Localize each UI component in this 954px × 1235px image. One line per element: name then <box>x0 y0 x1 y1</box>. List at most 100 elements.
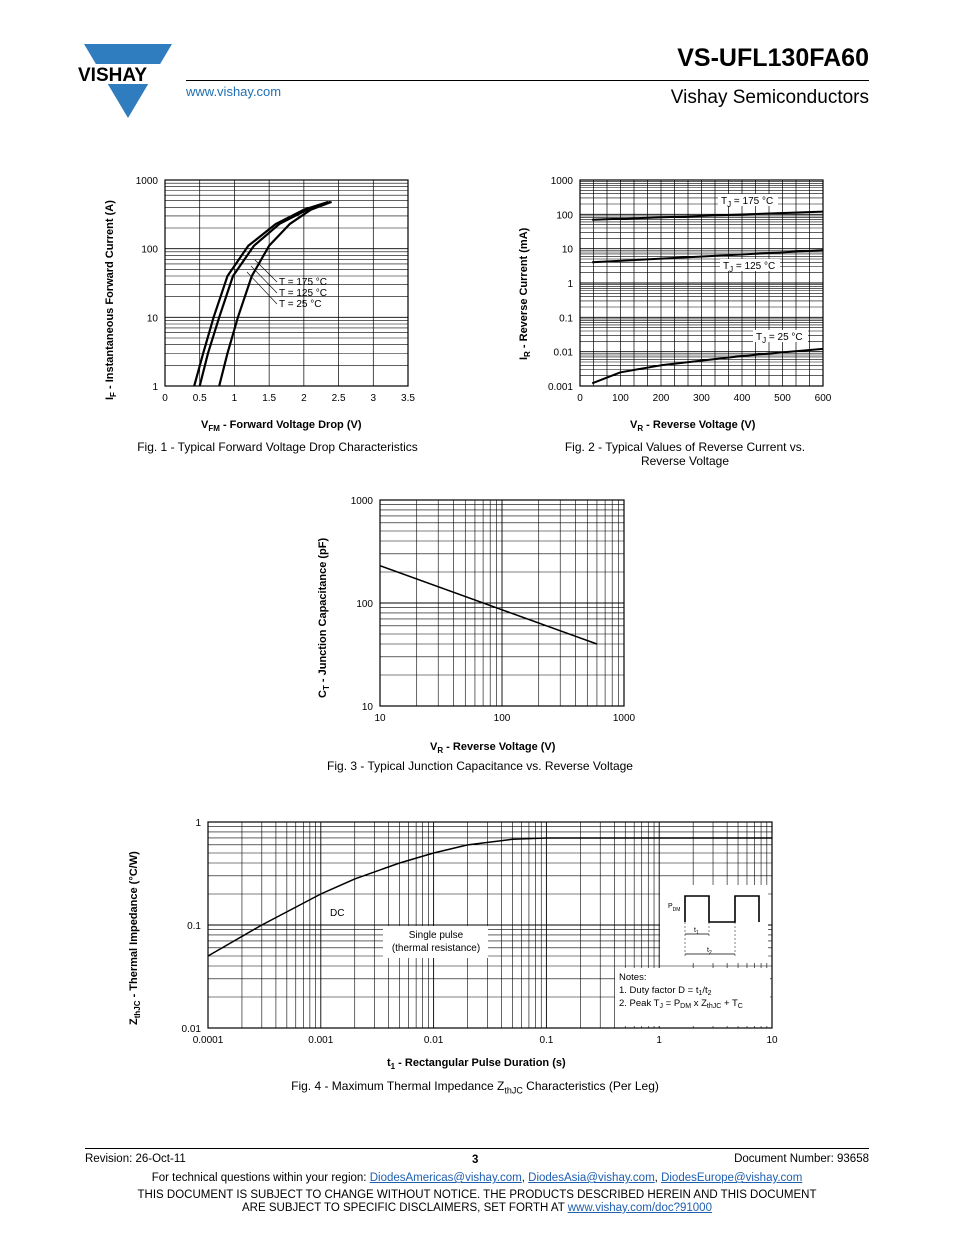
x-tick-label: 300 <box>693 393 710 404</box>
x-tick-label: 500 <box>774 393 791 404</box>
y-tick-label: 10 <box>362 702 374 713</box>
y-tick-label: 100 <box>356 599 373 610</box>
y-tick-label: 1 <box>152 382 158 393</box>
fig4-caption: Fig. 4 - Maximum Thermal Impedance ZthJC… <box>291 1079 659 1096</box>
revision-text: Revision: 26-Oct-11 <box>85 1153 186 1165</box>
y-tick-label: 1 <box>195 818 201 829</box>
y-tick-label: 0.01 <box>554 348 574 359</box>
single-pulse-label: Single pulse <box>409 930 464 941</box>
notes-bg <box>615 968 770 1026</box>
series-line <box>198 200 331 387</box>
legend-entry: T = 125 °C <box>279 288 327 299</box>
t1-label: t1 <box>694 927 699 936</box>
plot-frame <box>164 179 409 387</box>
series-label-125: TJ = 125 °C <box>723 261 775 274</box>
x-tick-label: 0.5 <box>193 393 207 404</box>
x-tick-label: 100 <box>494 713 511 724</box>
y-tick-label: 100 <box>141 245 158 256</box>
website-link[interactable]: www.vishay.com <box>186 84 282 99</box>
x-axis-title: t1 - Rectangular Pulse Duration (s) <box>387 1057 566 1071</box>
x-axis-title: VR - Reverse Voltage (V) <box>430 741 556 755</box>
label-bg <box>753 330 808 342</box>
series-line <box>592 210 824 221</box>
y-axis-title: ZthJC - Thermal Impedance (°C/W) <box>128 851 142 1025</box>
brand-text: VISHAY <box>78 65 147 86</box>
y-tick-label: 10 <box>562 245 574 256</box>
fig3-chart: 10 100 1000 10 100 1000 VR - Reverse Voltage (… <box>317 496 636 755</box>
legend-leader <box>254 259 278 283</box>
dc-label: DC <box>330 908 344 919</box>
x-tick-label: 200 <box>653 393 670 404</box>
x-tick-label: 2.5 <box>332 393 346 404</box>
x-tick-label: 0 <box>162 393 168 404</box>
x-tick-label: 10 <box>374 713 386 724</box>
x-tick-label: 0.1 <box>539 1035 553 1046</box>
disclaimer-link[interactable]: www.vishay.com/doc?91000 <box>567 1202 712 1214</box>
email-americas-link[interactable]: DiodesAmericas@vishay.com <box>369 1172 522 1184</box>
footer-rule <box>85 1148 869 1149</box>
legend-leader <box>246 271 278 305</box>
x-tick-label: 3 <box>371 393 377 404</box>
contact-prefix: For technical questions within your regi… <box>151 1172 367 1184</box>
y-tick-label: 1000 <box>551 176 574 187</box>
x-tick-label: 10 <box>766 1035 778 1046</box>
y-tick-label: 10 <box>147 313 159 324</box>
y-axis-title: CT - Junction Capacitance (pF) <box>317 538 331 698</box>
label-bg <box>720 259 780 271</box>
t2-label: t2 <box>707 947 712 956</box>
y-tick-label: 1000 <box>351 496 374 507</box>
series-line <box>592 249 824 264</box>
y-tick-label: 0.01 <box>182 1024 202 1035</box>
x-tick-label: 3.5 <box>401 393 415 404</box>
fig2-caption: Fig. 2 - Typical Values of Reverse Curre… <box>564 440 806 468</box>
x-tick-label: 400 <box>734 393 751 404</box>
fig2-chart: 0 100 200 300 400 500 600 0.001 0.01 0.1 1 10 100 100… <box>518 176 832 433</box>
notes-title: Notes: <box>619 972 646 983</box>
y-tick-label: 0.1 <box>559 313 573 324</box>
x-axis-title: VR - Reverse Voltage (V) <box>630 419 756 433</box>
x-tick-label: 2 <box>301 393 307 404</box>
disclaimer-text: ARE SUBJECT TO SPECIFIC DISCLAIMERS, SET… <box>242 1202 565 1214</box>
y-tick-label: 0.001 <box>548 382 573 393</box>
fig1-caption: Fig. 1 - Typical Forward Voltage Drop Ch… <box>137 440 418 454</box>
document-number: Document Number: 93658 <box>734 1153 869 1165</box>
pdm-label: PDM <box>668 903 680 913</box>
legend-entry: T = 25 °C <box>279 299 321 310</box>
x-tick-label: 1000 <box>613 713 636 724</box>
x-tick-label: 100 <box>612 393 629 404</box>
label-bg <box>718 194 778 206</box>
plot-frame <box>207 821 773 1029</box>
x-tick-label: 0 <box>577 393 583 404</box>
legend-leader <box>250 265 278 294</box>
plot-frame <box>379 499 625 707</box>
y-tick-label: 100 <box>556 210 573 221</box>
series-line <box>193 200 329 387</box>
note-1: 1. Duty factor D = t1/t2 <box>619 985 712 997</box>
series-line <box>379 564 598 645</box>
x-tick-label: 0.01 <box>424 1035 444 1046</box>
x-tick-label: 0.0001 <box>193 1035 224 1046</box>
single-pulse-label-2: (thermal resistance) <box>392 943 480 954</box>
y-axis-title: IF - Instantaneous Forward Current (A) <box>104 200 118 400</box>
x-tick-label: 1 <box>656 1035 662 1046</box>
pulse-waveform <box>684 895 760 923</box>
contact-line: For technical questions within your regi… <box>151 1172 803 1184</box>
y-tick-label: 0.1 <box>187 921 201 932</box>
legend-entry: T = 175 °C <box>279 277 327 288</box>
disclaimer-line-1: THIS DOCUMENT IS SUBJECT TO CHANGE WITHO… <box>137 1189 817 1201</box>
x-tick-label: 600 <box>815 393 832 404</box>
y-tick-label: 1 <box>567 279 573 290</box>
email-asia-link[interactable]: DiodesAsia@vishay.com <box>528 1172 655 1184</box>
x-tick-label: 0.001 <box>308 1035 333 1046</box>
label-bg <box>383 926 488 958</box>
disclaimer-line-2: ARE SUBJECT TO SPECIFIC DISCLAIMERS, SET… <box>0 1202 954 1214</box>
y-tick-label: 1000 <box>136 176 159 187</box>
series-line <box>218 200 332 387</box>
email-europe-link[interactable]: DiodesEurope@vishay.com <box>661 1172 803 1184</box>
vishay-logo: VISHAY <box>72 44 182 118</box>
plot-frame <box>579 179 824 387</box>
fig4-chart: 0.0001 0.001 0.01 0.1 1 10 0.01 0.1 1 DC Single pu… <box>128 818 778 1071</box>
series-label-175: TJ = 175 °C <box>721 196 773 209</box>
x-axis-title: VFM - Forward Voltage Drop (V) <box>201 419 362 433</box>
